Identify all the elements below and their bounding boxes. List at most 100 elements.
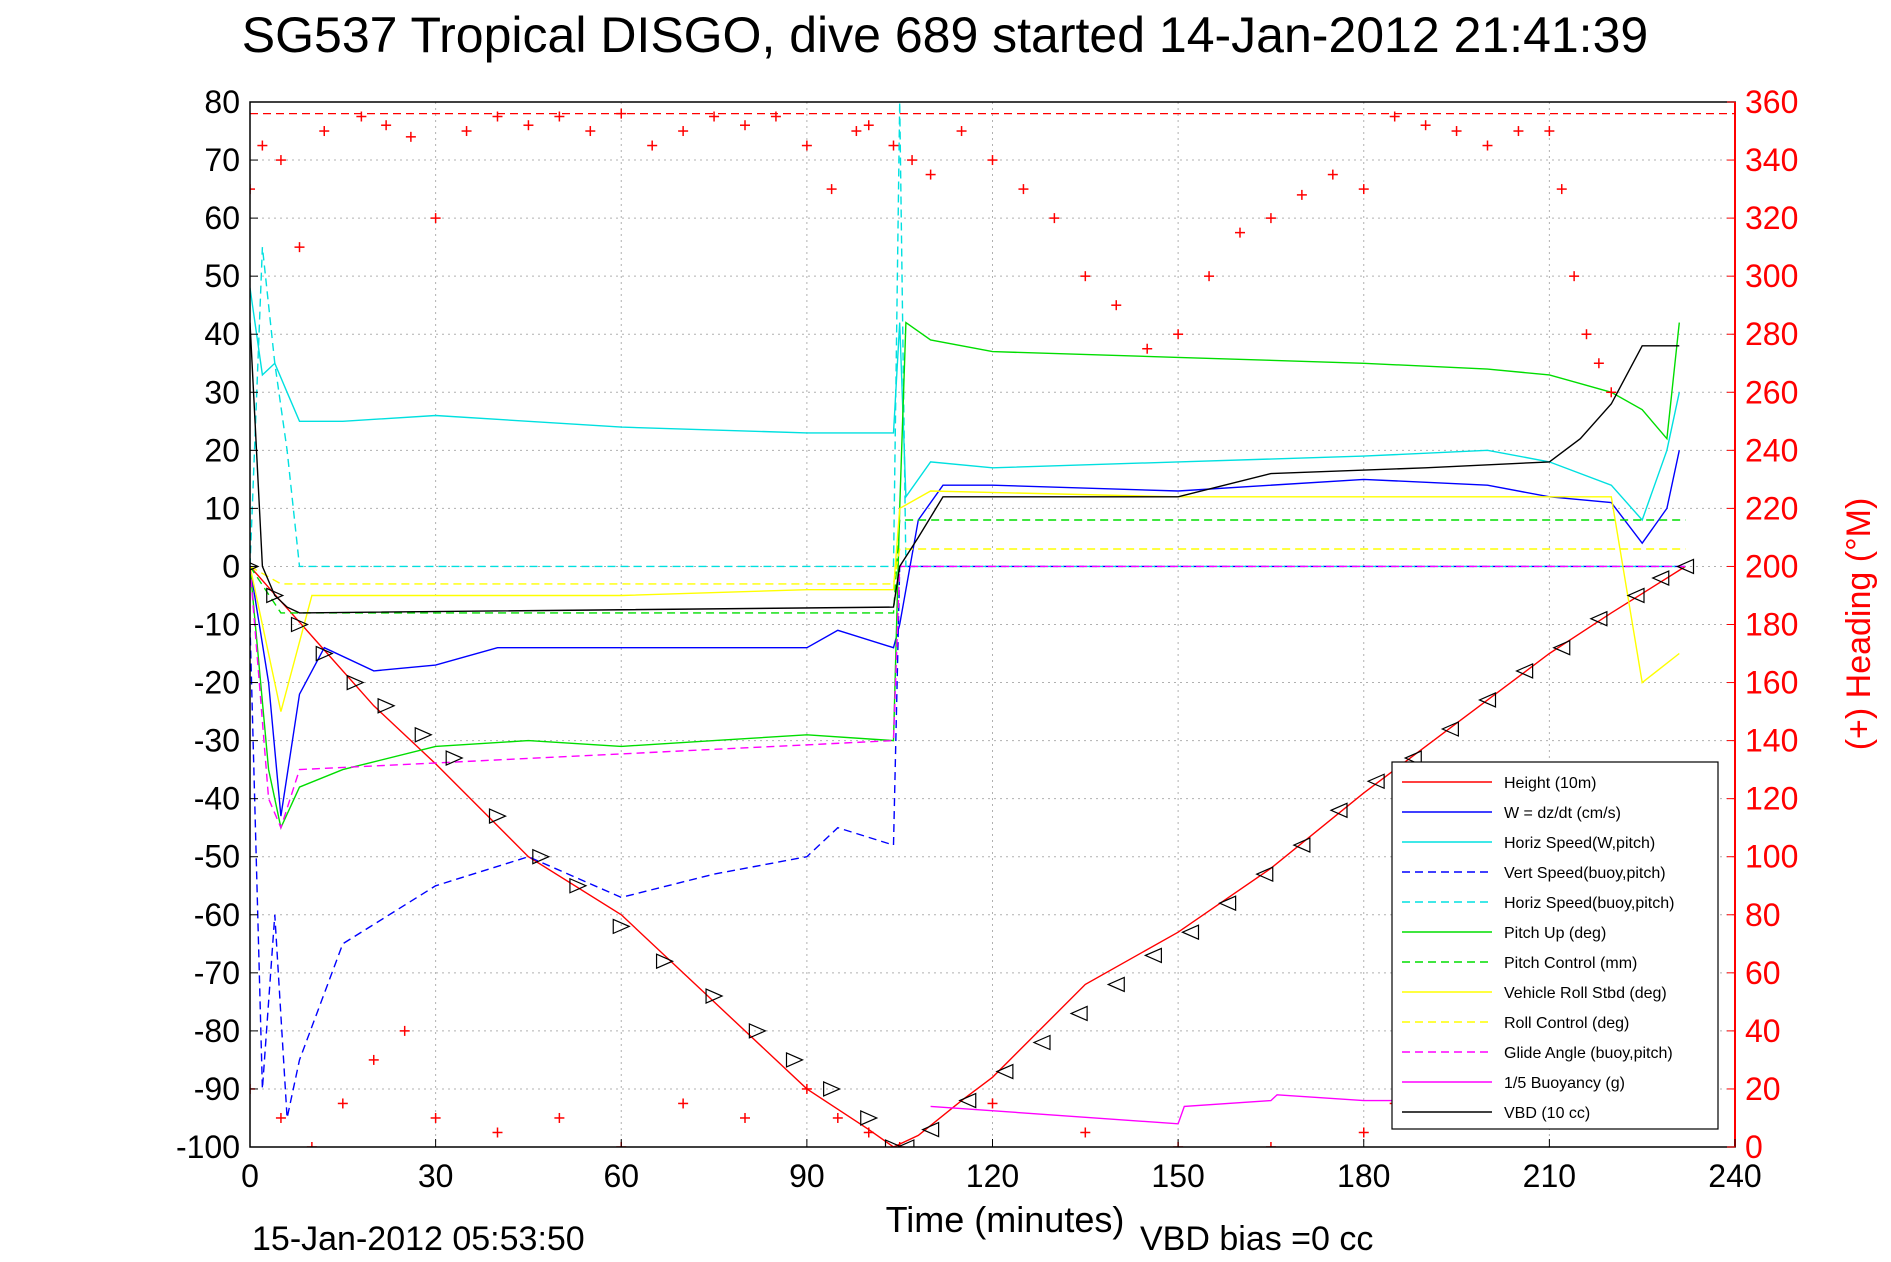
heading-point xyxy=(554,111,565,122)
y-axis-left: 80 70 60 50 40 30 20 10 0 -10 -20 -30 -40 -50 -60 -70 -8… xyxy=(176,84,258,1165)
heading-point xyxy=(1173,329,1184,340)
y-left-tick-label: 40 xyxy=(204,316,240,352)
triangle-marker xyxy=(266,587,285,604)
y-left-tick-label: -20 xyxy=(194,665,240,701)
heading-point xyxy=(523,120,534,131)
heading-point xyxy=(616,108,627,119)
x-axis-label: Time (minutes) xyxy=(886,1199,1125,1240)
triangle-marker xyxy=(748,1022,767,1039)
y-right-tick-label: 160 xyxy=(1745,665,1798,701)
triangle-marker xyxy=(1143,947,1162,964)
triangle-marker xyxy=(1515,663,1534,679)
series-line-7 xyxy=(250,519,1686,614)
heading-point-low xyxy=(894,1142,905,1147)
series-line-1 xyxy=(250,565,1686,1147)
y-left-tick-label: -70 xyxy=(194,955,240,991)
heading-point xyxy=(925,169,936,180)
triangle-marker xyxy=(532,848,551,865)
series-line-12 xyxy=(250,322,1680,614)
heading-point xyxy=(1569,271,1580,282)
triangle-marker xyxy=(1366,773,1385,790)
y-left-tick-label: 60 xyxy=(204,200,240,236)
heading-point xyxy=(294,242,305,253)
heading-point xyxy=(851,126,862,137)
heading-point xyxy=(863,120,874,131)
legend-entry-label: 1/5 Buoyancy (g) xyxy=(1504,1075,1625,1092)
triangle-marker xyxy=(958,1092,977,1109)
heading-point-low xyxy=(987,1098,998,1109)
y-right-tick-label: 120 xyxy=(1745,781,1798,817)
triangle-marker xyxy=(785,1052,804,1068)
y-right-tick-label: 260 xyxy=(1745,374,1798,410)
heading-point-low xyxy=(832,1112,843,1123)
heading-point xyxy=(275,155,286,166)
x-tick-label: 240 xyxy=(1708,1158,1761,1194)
heading-point-low xyxy=(337,1098,348,1109)
heading-point xyxy=(1358,184,1369,195)
triangle-marker xyxy=(1106,976,1125,993)
heading-point xyxy=(1451,126,1462,137)
heading-point-low xyxy=(430,1112,441,1123)
x-tick-label: 0 xyxy=(241,1158,259,1194)
heading-point-low xyxy=(275,1112,286,1123)
legend-entry-label: VBD (10 cc) xyxy=(1504,1105,1590,1122)
triangle-marker xyxy=(612,918,631,935)
series-line-8 xyxy=(250,490,1680,712)
heading-point-low xyxy=(740,1112,750,1123)
y-right-tick-label: 20 xyxy=(1745,1071,1781,1107)
heading-point xyxy=(1018,184,1029,195)
legend-entry-label: Horiz Speed(W,pitch) xyxy=(1504,835,1655,852)
y-left-tick-label: -80 xyxy=(194,1013,240,1049)
legend-entry-label: W = dz/dt (cm/s) xyxy=(1504,805,1621,822)
heading-point xyxy=(1296,189,1307,200)
y-left-tick-label: 10 xyxy=(204,490,240,526)
x-axis: 0 30 60 90 120 150 180 210 240 xyxy=(241,1139,1762,1194)
triangle-marker xyxy=(995,1063,1014,1080)
heading-point xyxy=(1235,227,1245,238)
y-left-tick-label: -50 xyxy=(194,839,240,875)
heading-point xyxy=(1080,271,1091,282)
heading-point xyxy=(405,131,416,142)
triangle-marker xyxy=(705,988,724,1004)
y-left-tick-label: -100 xyxy=(176,1129,240,1165)
heading-point xyxy=(709,111,720,122)
y-right-tick-label: 240 xyxy=(1745,432,1798,468)
heading-point xyxy=(1581,329,1592,340)
legend-entry-label: Vehicle Roll Stbd (deg) xyxy=(1504,985,1667,1002)
heading-point xyxy=(987,155,998,166)
triangle-marker xyxy=(1255,866,1274,883)
heading-point xyxy=(1482,140,1493,151)
triangle-marker xyxy=(445,750,464,766)
y-left-tick-label: 0 xyxy=(222,548,240,584)
triangle-marker xyxy=(1478,692,1497,708)
triangle-marker xyxy=(860,1110,879,1126)
legend-entry-label: Glide Angle (buoy,pitch) xyxy=(1504,1045,1673,1062)
heading-point xyxy=(1420,120,1431,131)
triangle-marker xyxy=(1651,570,1670,586)
y-right-tick-label: 40 xyxy=(1745,1013,1781,1049)
heading-point xyxy=(1544,126,1555,137)
heading-point-low xyxy=(1080,1127,1091,1138)
heading-point-low xyxy=(554,1112,565,1123)
heading-point xyxy=(647,140,658,151)
triangle-marker xyxy=(488,808,507,825)
series-line-11 xyxy=(930,1094,1395,1125)
y-right-tick-label: 100 xyxy=(1745,839,1798,875)
heading-point xyxy=(1204,271,1215,282)
y-right-tick-label: 360 xyxy=(1745,84,1798,120)
heading-point xyxy=(381,120,392,131)
y-left-tick-label: -30 xyxy=(194,723,240,759)
heading-layer xyxy=(250,108,1735,1147)
heading-point xyxy=(1111,300,1122,311)
heading-point xyxy=(257,140,268,151)
y-left-tick-label: 50 xyxy=(204,258,240,294)
heading-point-low xyxy=(306,1142,317,1147)
triangle-marker xyxy=(1589,610,1608,627)
legend-entry-label: Horiz Speed(buoy,pitch) xyxy=(1504,895,1674,912)
y-left-tick-label: 30 xyxy=(204,374,240,410)
x-tick-label: 120 xyxy=(966,1158,1019,1194)
heading-point-low xyxy=(1358,1127,1369,1138)
heading-point xyxy=(801,140,812,151)
y-right-tick-label: 180 xyxy=(1745,607,1798,643)
